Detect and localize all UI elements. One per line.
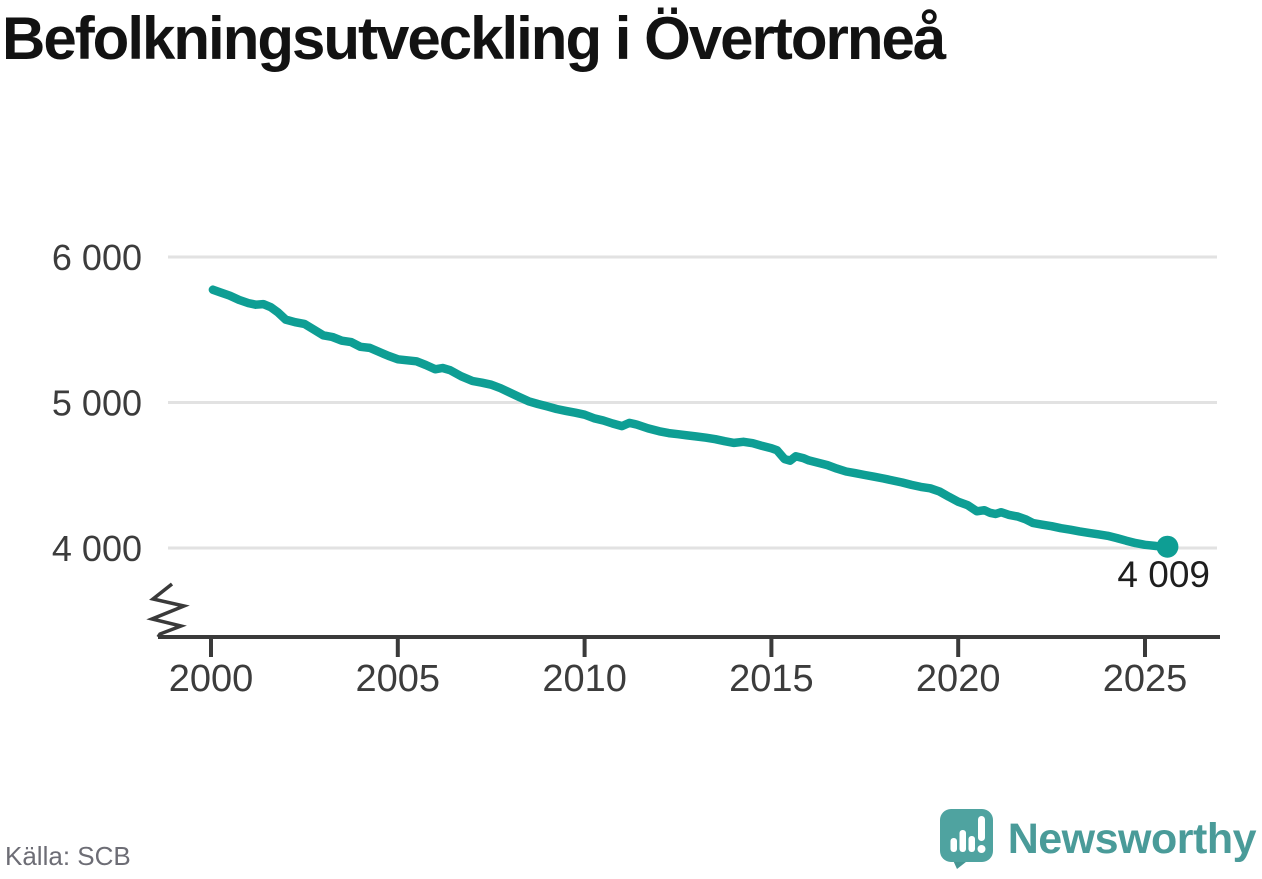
y-tick-label-4000: 4 000 xyxy=(52,528,142,569)
newsworthy-icon xyxy=(939,809,993,869)
x-tick-label-2025: 2025 xyxy=(1103,658,1188,700)
population-line-chart: 4 000 5 000 6 000 2000 2005 2010 2015 2020 2025 4… xyxy=(52,237,1220,700)
latest-value-dot xyxy=(1156,535,1179,558)
y-axis-break-icon xyxy=(146,582,190,638)
x-tick-label-2000: 2000 xyxy=(169,658,254,700)
newsworthy-logo: Newsworthy xyxy=(938,808,1257,870)
bar-small-icon xyxy=(950,838,957,852)
page-title: Befolkningsutveckling i Övertorneå xyxy=(2,5,946,72)
bar-medium-icon xyxy=(968,836,975,852)
x-tick-label-2020: 2020 xyxy=(916,658,1001,700)
x-tick-label-2010: 2010 xyxy=(542,658,627,700)
x-tick-label-2015: 2015 xyxy=(729,658,814,700)
exclamation-dot-icon xyxy=(977,845,986,853)
y-tick-label-5000: 5 000 xyxy=(52,383,142,424)
x-tick-label-2005: 2005 xyxy=(356,658,441,700)
newsworthy-wordmark: Newsworthy xyxy=(1007,814,1257,863)
y-tick-label-6000: 6 000 xyxy=(52,237,142,278)
latest-value-label: 4 009 xyxy=(1117,554,1210,595)
speech-bubble xyxy=(939,809,993,862)
bar-tall-icon xyxy=(959,830,966,852)
population-line xyxy=(208,285,1172,551)
exclamation-bar-icon xyxy=(977,816,985,841)
source-label: Källa: SCB xyxy=(5,841,131,871)
